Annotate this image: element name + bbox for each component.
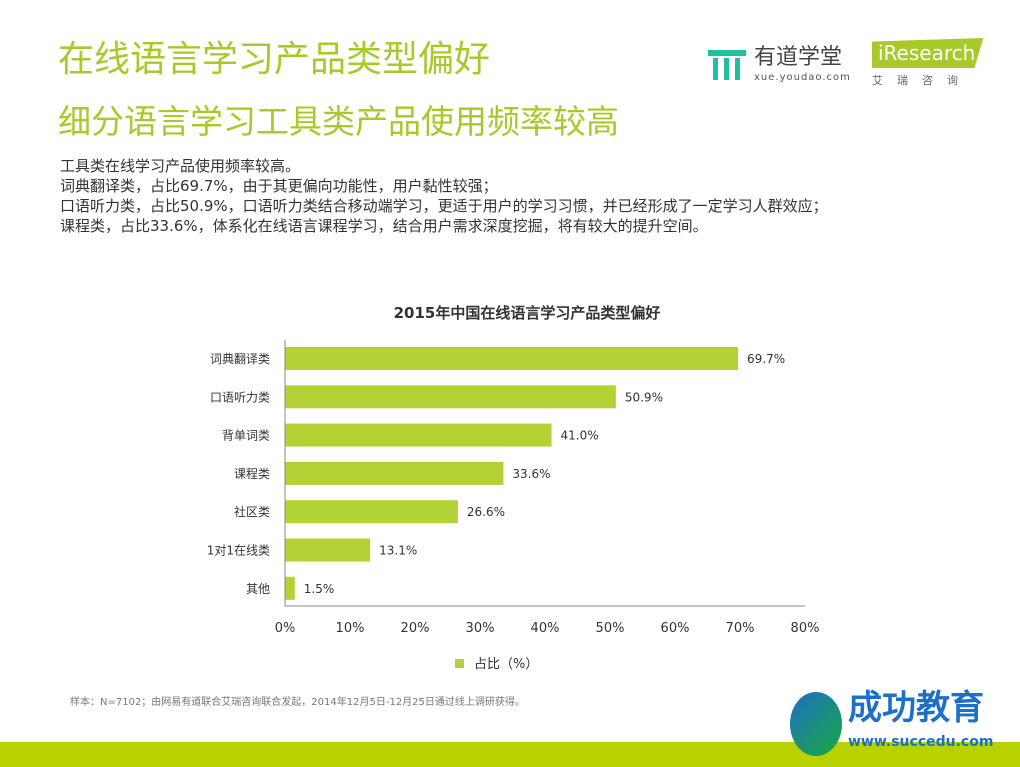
- data-label: 26.6%: [467, 505, 505, 519]
- data-label: 33.6%: [512, 467, 550, 481]
- summary-line: 词典翻译类，占比69.7%，由于其更偏向功能性，用户黏性较强；: [60, 177, 498, 195]
- x-tick-label: 30%: [466, 621, 495, 636]
- data-label: 1.5%: [304, 582, 335, 596]
- succedu-watermark: 成功教育 www.succedu.com: [790, 690, 1020, 767]
- data-label: 13.1%: [379, 544, 417, 558]
- bottom-band: [0, 742, 1020, 767]
- category-label: 1对1在线类: [207, 544, 270, 558]
- chart-title: 2015年中国在线语言学习产品类型偏好: [394, 304, 661, 322]
- iresearch-cn: 艾瑞咨询: [872, 74, 972, 87]
- data-label: 41.0%: [561, 429, 599, 443]
- summary-text: 工具类在线学习产品使用频率较高。 词典翻译类，占比69.7%，由于其更偏向功能性…: [60, 156, 828, 236]
- x-tick-label: 20%: [401, 621, 430, 636]
- bar: [285, 385, 616, 409]
- summary-line: 口语听力类，占比50.9%，口语听力类结合移动端学习，更适于用户的学习习惯，并已…: [60, 197, 828, 215]
- youdao-logo: 有道学堂 xue.youdao.com: [708, 46, 851, 84]
- data-label: 69.7%: [747, 352, 785, 366]
- bar: [285, 500, 458, 524]
- youdao-name: 有道学堂: [754, 45, 843, 70]
- x-tick-label: 80%: [791, 621, 820, 636]
- category-label: 背单词类: [222, 429, 270, 443]
- x-tick-label: 70%: [726, 621, 755, 636]
- bar: [285, 347, 739, 370]
- succedu-name: 成功教育: [848, 688, 984, 728]
- x-tick-label: 10%: [336, 621, 365, 636]
- category-label: 课程类: [234, 466, 270, 481]
- summary-line: 课程类，占比33.6%，体系化在线语言课程学习，结合用户需求深度挖掘，将有较大的…: [60, 217, 708, 235]
- page-subtitle: 细分语言学习工具类产品使用频率较高: [58, 102, 619, 141]
- bar: [285, 461, 504, 485]
- iresearch-name: iResearch: [872, 38, 984, 68]
- category-label: 其他: [246, 582, 270, 596]
- x-tick-label: 40%: [531, 621, 560, 636]
- summary-line: 工具类在线学习产品使用频率较高。: [60, 157, 301, 175]
- page-title: 在线语言学习产品类型偏好: [58, 39, 491, 80]
- youdao-pillar-icon: [708, 50, 746, 80]
- category-label: 口语听力类: [210, 390, 270, 404]
- succedu-url: www.succedu.com: [848, 734, 994, 750]
- legend-swatch: [455, 659, 464, 668]
- x-tick-label: 60%: [661, 621, 690, 636]
- bar: [285, 538, 371, 562]
- succedu-logo-icon: [790, 692, 842, 756]
- legend-label: 占比（%）: [474, 657, 538, 672]
- iresearch-logo: iResearch 艾瑞咨询: [872, 38, 984, 87]
- data-label: 50.9%: [625, 390, 663, 404]
- bar: [285, 423, 552, 447]
- x-tick-label: 0%: [275, 621, 296, 636]
- footnote: 样本：N=7102；由网易有道联合艾瑞咨询联合发起，2014年12月5日-12月…: [70, 697, 525, 708]
- youdao-url: xue.youdao.com: [754, 72, 851, 83]
- x-tick-label: 50%: [596, 621, 625, 636]
- bar: [285, 576, 295, 600]
- category-label: 社区类: [234, 504, 270, 519]
- category-label: 词典翻译类: [210, 352, 270, 366]
